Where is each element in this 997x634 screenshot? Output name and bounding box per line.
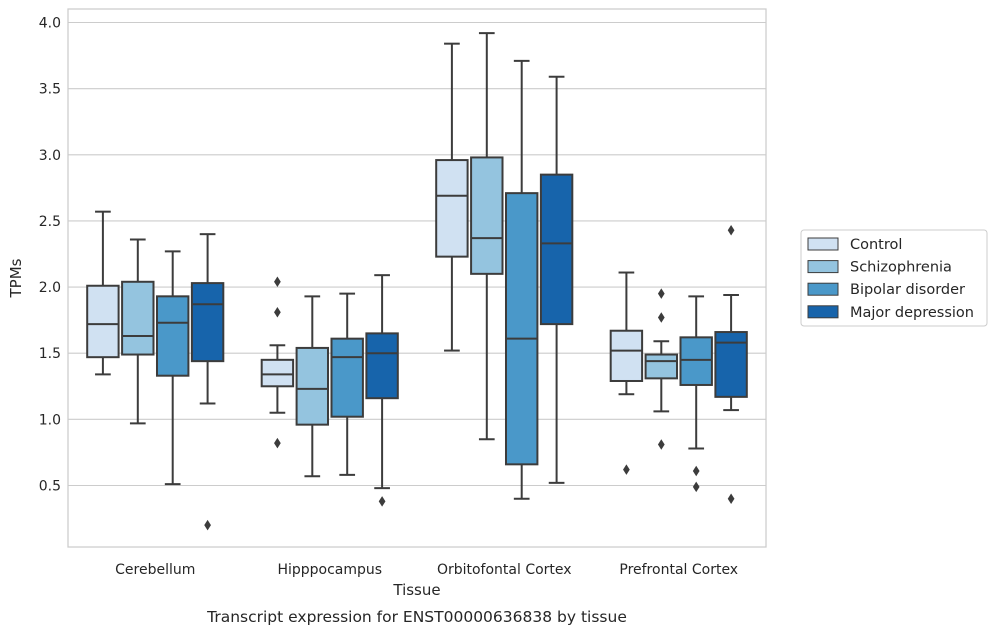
box-series bbox=[86, 32, 748, 531]
x-tick-label: Cerebellum bbox=[115, 562, 195, 578]
x-tick-labels: Cerebellum Hipppocampus Orbitofontal Corte… bbox=[115, 562, 738, 578]
box-body bbox=[504, 192, 539, 466]
legend-frame bbox=[800, 229, 988, 327]
box bbox=[190, 233, 225, 531]
legend-label: Bipolar disorder bbox=[850, 282, 965, 298]
legend-label: Major depression bbox=[850, 305, 974, 321]
outlier-point bbox=[657, 288, 665, 299]
box bbox=[470, 32, 504, 441]
series-major-depression bbox=[190, 75, 748, 531]
outlier-point bbox=[378, 496, 386, 507]
outlier-point bbox=[692, 465, 700, 477]
box bbox=[155, 250, 190, 486]
plot-frame bbox=[67, 8, 767, 548]
box-body bbox=[365, 332, 399, 400]
box-body bbox=[260, 358, 295, 388]
y-tick-label: 2.0 bbox=[39, 280, 61, 296]
outlier-point bbox=[657, 312, 665, 323]
box bbox=[539, 75, 574, 484]
box-body bbox=[121, 280, 155, 356]
series-control bbox=[86, 42, 644, 475]
outlier-point bbox=[727, 493, 735, 504]
box bbox=[435, 42, 469, 352]
box bbox=[679, 295, 713, 493]
outlier-point bbox=[204, 519, 211, 531]
box-body bbox=[330, 337, 364, 418]
legend-swatch bbox=[807, 282, 839, 296]
legend-swatch bbox=[807, 237, 839, 251]
chart-caption: Transcript expression for ENST0000063683… bbox=[206, 608, 627, 626]
y-tick-label: 1.5 bbox=[39, 346, 61, 362]
y-tick-label: 1.0 bbox=[39, 412, 61, 428]
x-tick-label: Hipppocampus bbox=[277, 562, 382, 578]
box-body bbox=[155, 295, 190, 377]
outlier-point bbox=[657, 439, 665, 450]
y-tick-label: 0.5 bbox=[39, 479, 61, 495]
box-body bbox=[609, 329, 644, 382]
outlier-point bbox=[623, 464, 630, 475]
x-tick-label: Orbitofontal Cortex bbox=[437, 562, 572, 578]
x-axis-label: Tissue bbox=[392, 581, 440, 599]
box bbox=[260, 276, 295, 449]
outlier-point bbox=[692, 481, 700, 493]
box bbox=[365, 274, 399, 507]
outlier-point bbox=[274, 276, 281, 288]
box-body bbox=[539, 173, 574, 326]
box-body bbox=[190, 282, 225, 363]
legend: Control Schizophrenia Bipolar disorder Majo… bbox=[800, 229, 988, 327]
legend-label: Schizophrenia bbox=[850, 260, 952, 276]
box bbox=[330, 292, 364, 476]
legend-swatch bbox=[807, 260, 839, 274]
y-tick-labels: 0.5 1.0 1.5 2.0 2.5 3.0 3.5 4.0 bbox=[39, 16, 61, 495]
box bbox=[644, 288, 679, 450]
box-body bbox=[295, 346, 330, 426]
box bbox=[714, 224, 748, 504]
box bbox=[86, 210, 120, 376]
box-body bbox=[470, 156, 504, 275]
legend-swatch bbox=[807, 305, 839, 319]
series-schizophrenia bbox=[121, 32, 679, 478]
box-body bbox=[435, 159, 469, 258]
outlier-point bbox=[274, 306, 281, 318]
outlier-point bbox=[274, 437, 281, 449]
box bbox=[121, 238, 155, 425]
box bbox=[609, 271, 644, 475]
y-tick-label: 3.0 bbox=[39, 148, 61, 164]
box bbox=[504, 59, 539, 500]
y-tick-label: 3.5 bbox=[39, 82, 61, 98]
legend-label: Control bbox=[850, 237, 902, 253]
box-body bbox=[679, 336, 713, 386]
box-body bbox=[86, 284, 120, 359]
y-tick-label: 4.0 bbox=[39, 16, 61, 32]
box-body bbox=[644, 353, 679, 380]
series-bipolar-disorder bbox=[155, 59, 713, 500]
y-tick-label: 2.5 bbox=[39, 214, 61, 230]
outlier-point bbox=[727, 224, 735, 236]
box bbox=[295, 295, 330, 478]
x-tick-label: Prefrontal Cortex bbox=[619, 562, 738, 578]
y-axis-label: TPMs bbox=[7, 258, 25, 298]
